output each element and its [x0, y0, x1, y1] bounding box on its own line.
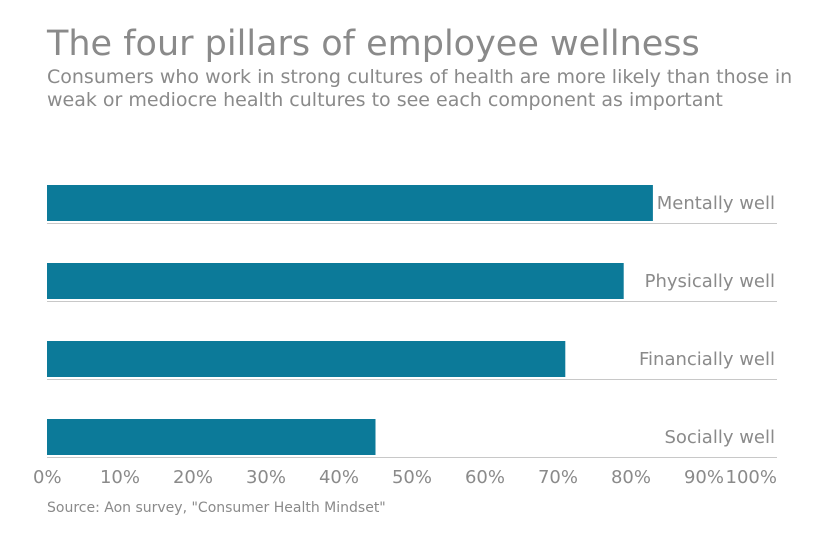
chart-subtitle: Consumers who work in strong cultures of… [47, 66, 793, 111]
category-label-mentally-well: Mentally well [657, 193, 775, 214]
x-tick-label: 80% [611, 467, 651, 488]
bar-financially-well [47, 341, 566, 377]
source-note: Source: Aon survey, "Consumer Health Min… [47, 500, 386, 516]
category-label-physically-well: Physically well [645, 271, 775, 292]
chart-title: The four pillars of employee wellness [47, 24, 700, 64]
x-tick-label: 30% [246, 467, 286, 488]
x-tick-label: 100% [726, 467, 777, 488]
x-tick-label: 50% [392, 467, 432, 488]
x-tick-label: 20% [173, 467, 213, 488]
x-tick-label: 60% [465, 467, 505, 488]
bar-socially-well [47, 419, 376, 455]
x-tick-label: 70% [538, 467, 578, 488]
bars-layer [47, 185, 777, 458]
category-label-financially-well: Financially well [639, 349, 775, 370]
x-tick-label: 40% [319, 467, 359, 488]
x-tick-label: 0% [33, 467, 62, 488]
category-labels: Mentally well Physically well Financially … [639, 193, 775, 448]
x-axis-ticks: 0% 10% 20% 30% 40% 50% 60% 70% 80% 90% 100% [33, 467, 777, 488]
x-tick-label: 90% [684, 467, 724, 488]
category-label-socially-well: Socially well [664, 427, 775, 448]
x-tick-label: 10% [100, 467, 140, 488]
bar-physically-well [47, 263, 624, 299]
bar-mentally-well [47, 185, 653, 221]
